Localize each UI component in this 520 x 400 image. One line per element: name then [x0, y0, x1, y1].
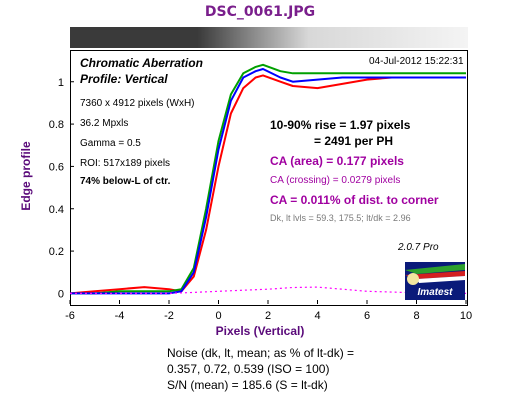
x-axis-label-row: Pixels (Vertical): [0, 322, 520, 340]
ca-area-result: CA (area) = 0.177 pixels: [270, 154, 404, 168]
ca-corner-result: CA = 0.011% of dist. to corner: [270, 193, 439, 207]
series-line-0: [69, 74, 466, 295]
y-tick-label: 1: [58, 77, 64, 89]
noise-line-2: 0.357, 0.72, 0.539 (ISO = 100): [167, 362, 330, 376]
x-tick-label: 8: [413, 310, 419, 322]
noise-line-1: Noise (dk, lt, mean; as % of lt-dk) =: [167, 346, 355, 360]
edge-gradient-strip: [70, 27, 468, 48]
gamma-value: Gamma = 0.5: [80, 138, 141, 149]
x-axis-label: Pixels (Vertical): [215, 324, 305, 338]
y-tick-label: 0.6: [49, 161, 64, 173]
x-tick-label: 6: [364, 310, 370, 322]
plot-area: [70, 50, 468, 306]
series-line-1: [70, 63, 466, 295]
chart-subtitle: Chromatic Aberration: [80, 56, 203, 70]
file-title: DSC_0061.JPG: [204, 4, 316, 20]
profile-label: Profile: Vertical: [80, 72, 168, 86]
version-label: 2.0.7 Pro: [398, 242, 439, 253]
x-tick-label: -6: [65, 310, 75, 322]
series-lines: [69, 63, 467, 295]
y-tick-label: 0: [58, 288, 64, 300]
y-axis-label: Edge profile: [19, 141, 33, 211]
x-tick-label: -2: [164, 310, 174, 322]
roi-location: 74% below-L of ctr.: [80, 176, 171, 187]
x-tick-label: 10: [460, 310, 472, 322]
dark-light-levels: Dk, lt lvls = 59.3, 175.5; lt/dk = 2.96: [270, 213, 411, 223]
y-tick-label: 0.2: [49, 246, 64, 258]
x-tick-label: 0: [215, 310, 221, 322]
image-dimensions: 7360 x 4912 pixels (WxH): [80, 98, 195, 109]
timestamp: 04-Jul-2012 15:22:31: [369, 56, 464, 67]
ca-crossing-result: CA (crossing) = 0.0279 pixels: [270, 175, 401, 186]
y-tick-label: 0.8: [49, 119, 64, 131]
axis-ticks: -6 -4 -2 0 2 4 6 8 10 0 0.2 0.4 0.6 0.8 1: [49, 77, 472, 322]
per-ph-result: = 2491 per PH: [314, 134, 394, 148]
x-tick-label: -4: [115, 310, 125, 322]
x-tick-label: 4: [314, 310, 320, 322]
megapixels: 36.2 Mpxls: [80, 118, 129, 129]
rise-result: 10-90% rise = 1.97 pixels: [270, 118, 411, 132]
noise-line-3: S/N (mean) = 185.6 (S = lt-dk): [167, 378, 328, 392]
logo-text: Imatest: [417, 287, 453, 298]
imatest-logo: Imatest: [405, 262, 465, 300]
y-tick-label: 0.4: [49, 204, 64, 216]
roi-size: ROI: 517x189 pixels: [80, 158, 171, 169]
imatest-logo-graphic: [405, 264, 465, 285]
x-tick-label: 2: [265, 310, 271, 322]
